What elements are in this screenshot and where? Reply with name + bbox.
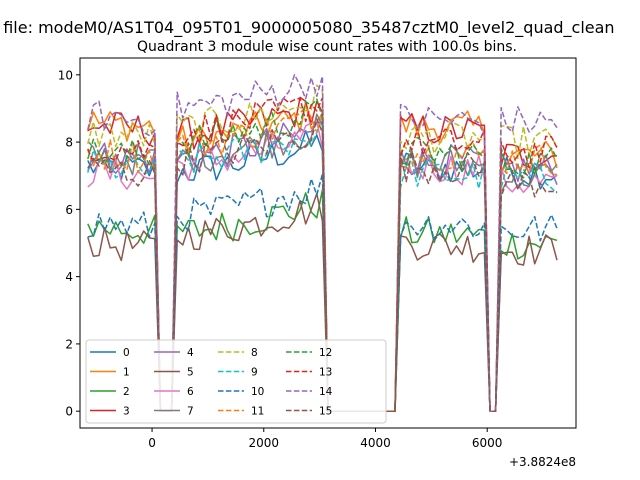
y-axis: 0 2 4 6 8 10 <box>58 68 80 419</box>
legend-label-9: 9 <box>251 367 258 379</box>
x-tick-label: 6000 <box>472 436 503 450</box>
y-tick-label: 0 <box>65 405 73 419</box>
y-tick-label: 6 <box>65 203 73 217</box>
figure-suptitle: n file: modeM0/AS1T04_095T01_9000005080_… <box>0 18 615 38</box>
x-tick-label: 4000 <box>360 436 391 450</box>
legend-label-15: 15 <box>319 406 332 418</box>
y-tick-label: 10 <box>58 68 73 82</box>
y-tick-label: 8 <box>65 136 73 150</box>
y-tick-label: 2 <box>65 337 73 351</box>
x-tick-label: 0 <box>148 436 156 450</box>
plot-frame <box>79 57 577 429</box>
legend-label-8: 8 <box>251 347 258 359</box>
y-tick-label: 4 <box>65 270 73 284</box>
x-offset-label: +3.8824e8 <box>509 455 576 469</box>
legend-label-11: 11 <box>251 406 264 418</box>
legend-label-5: 5 <box>187 367 194 379</box>
legend-label-12: 12 <box>319 347 332 359</box>
legend-label-4: 4 <box>187 347 194 359</box>
chart-title: Quadrant 3 module wise count rates with … <box>137 39 517 55</box>
legend-label-14: 14 <box>319 386 333 398</box>
legend-label-6: 6 <box>187 386 194 398</box>
legend-label-7: 7 <box>187 406 194 418</box>
legend-label-1: 1 <box>123 367 130 379</box>
legend-label-10: 10 <box>251 386 264 398</box>
legend-label-0: 0 <box>123 347 130 359</box>
series-line-10 <box>87 173 558 412</box>
legend-box <box>85 339 387 424</box>
x-axis: 0 2000 4000 6000 <box>148 428 502 450</box>
legend-label-13: 13 <box>319 367 332 379</box>
x-tick-label: 2000 <box>248 436 279 450</box>
series-line-14 <box>87 74 558 412</box>
legend-label-2: 2 <box>123 386 130 398</box>
legend-label-3: 3 <box>123 406 130 418</box>
